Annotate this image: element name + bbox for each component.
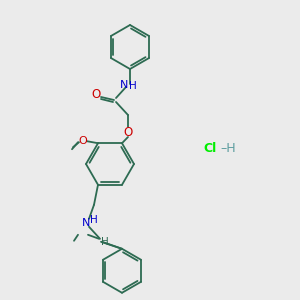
Text: H: H [129,81,137,91]
Text: H: H [101,237,109,247]
Text: Cl: Cl [203,142,217,154]
Text: O: O [79,136,87,146]
Text: H: H [90,215,98,225]
Text: N: N [120,80,128,90]
Text: O: O [123,125,133,139]
Text: –H: –H [220,142,236,154]
Text: O: O [92,88,100,101]
Text: N: N [82,218,90,228]
